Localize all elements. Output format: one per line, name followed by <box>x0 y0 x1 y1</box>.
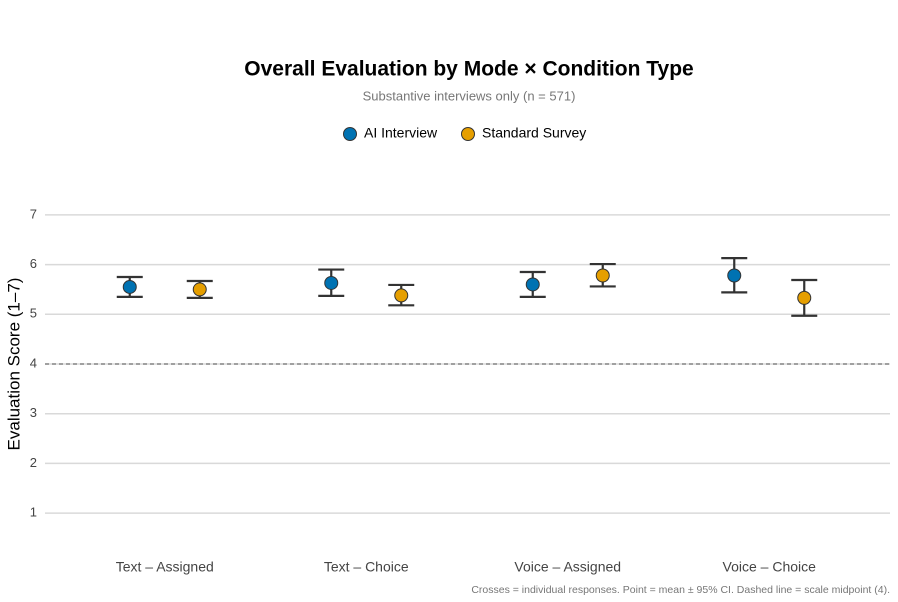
x-tick-label: Voice – Choice <box>723 559 817 575</box>
mean-point <box>122 279 137 294</box>
y-tick-label: 7 <box>30 206 37 221</box>
legend-label: AI Interview <box>364 125 438 141</box>
x-tick-label: Text – Assigned <box>116 559 214 575</box>
chart-subtitle: Substantive interviews only (n = 571) <box>363 88 576 103</box>
mean-point <box>192 282 207 297</box>
mean-point <box>595 268 610 283</box>
y-axis-label: Evaluation Score (1–7) <box>4 278 23 451</box>
mean-point <box>525 277 540 292</box>
y-tick-label: 4 <box>30 355 37 370</box>
mean-point <box>324 275 339 290</box>
y-tick-label: 5 <box>30 306 37 321</box>
y-tick-label: 1 <box>30 505 37 520</box>
y-tick-label: 2 <box>30 455 37 470</box>
mean-point <box>727 268 742 283</box>
x-tick-label: Voice – Assigned <box>514 559 621 575</box>
legend-label: Standard Survey <box>482 125 586 141</box>
caption: Crosses = individual responses. Point = … <box>471 584 890 596</box>
y-tick-label: 3 <box>30 405 37 420</box>
legend-swatch <box>461 127 475 141</box>
chart-title: Overall Evaluation by Mode × Condition T… <box>244 58 693 81</box>
mean-point <box>394 288 409 303</box>
mean-point <box>797 290 812 305</box>
y-tick-label: 6 <box>30 256 37 271</box>
legend-swatch <box>343 127 357 141</box>
x-tick-label: Text – Choice <box>324 559 409 575</box>
